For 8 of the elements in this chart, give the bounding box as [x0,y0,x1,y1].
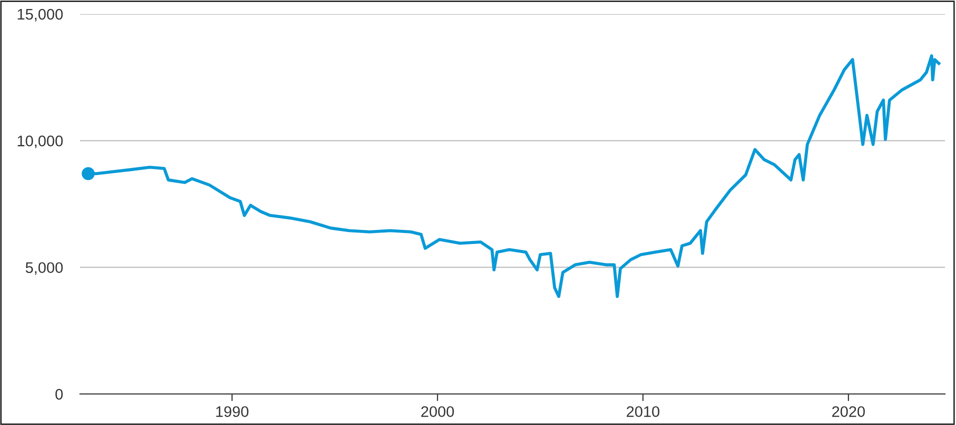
y-tick-label: 10,000 [18,136,63,148]
y-tick-label: 5,000 [26,262,63,275]
y-tick-label: 15,000 [18,8,63,22]
x-tick-label: 2000 [421,406,454,418]
x-tick-label: 2010 [626,406,660,418]
y-tick-label: 0 [55,388,63,400]
x-tick-label: 1990 [216,406,248,418]
x-tick-label: 2020 [832,406,865,418]
